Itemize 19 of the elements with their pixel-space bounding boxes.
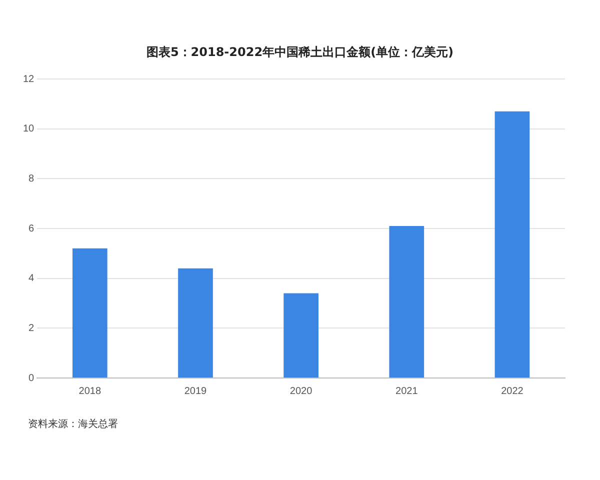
bar xyxy=(284,293,318,378)
y-tick-label: 12 xyxy=(23,74,35,85)
y-tick-label: 0 xyxy=(28,372,35,384)
chart-title: 图表5：2018-2022年中国稀土出口金额(单位：亿美元) xyxy=(145,44,455,61)
x-tick-label: 2019 xyxy=(184,386,208,397)
x-tick-label: 2018 xyxy=(78,386,102,397)
bar xyxy=(178,268,213,378)
y-tick-label: 2 xyxy=(28,322,35,334)
x-tick-label: 2020 xyxy=(290,386,313,397)
y-tick-label: 10 xyxy=(23,124,35,135)
x-tick-label: 2022 xyxy=(501,386,524,397)
y-tick-label: 6 xyxy=(28,223,35,234)
text: 资料来源：海关总署 xyxy=(28,418,118,431)
y-tick-label: 4 xyxy=(28,273,35,284)
bar xyxy=(494,111,530,378)
y-tick-label: 8 xyxy=(28,173,35,184)
bar xyxy=(389,226,424,378)
x-tick-label: 2021 xyxy=(396,386,418,397)
bar xyxy=(72,248,108,378)
